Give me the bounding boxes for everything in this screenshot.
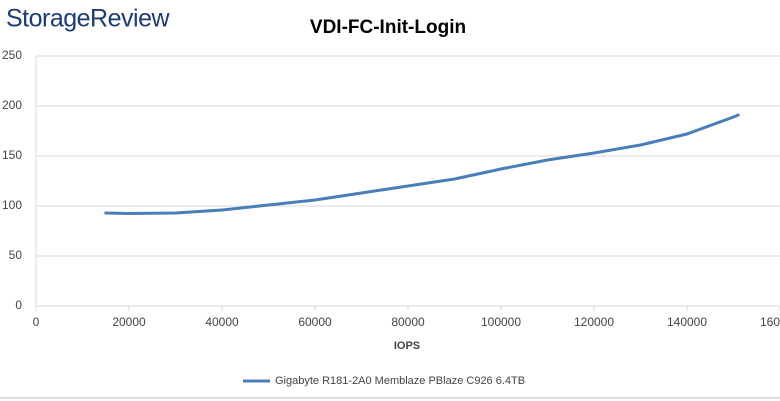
x-tick-label: 0 [33,315,40,329]
logo: StorageReview [6,5,170,33]
y-tick-label: 50 [9,248,23,262]
y-tick-label: 100 [2,198,22,212]
x-tick-label: 20000 [112,315,146,329]
data-line [104,113,740,215]
chart-title: VDI-FC-Init-Login [310,17,466,38]
x-tick-label: 140000 [667,315,707,329]
y-tick-label: 150 [2,148,22,162]
x-axis-label: IOPS [394,340,420,352]
legend-label: Gigabyte R181-2A0 Memblaze PBlaze C926 6… [275,375,525,387]
x-tick-label: 160000 [760,315,780,329]
x-tick-label: 120000 [574,315,614,329]
y-tick-label: 0 [15,298,22,312]
x-tick-label: 100000 [481,315,521,329]
y-tick-label: 200 [2,98,22,112]
x-tick-label: 80000 [391,315,425,329]
x-tick-label: 60000 [298,315,332,329]
y-tick-label: 250 [2,48,22,62]
x-tick-label: 40000 [205,315,239,329]
